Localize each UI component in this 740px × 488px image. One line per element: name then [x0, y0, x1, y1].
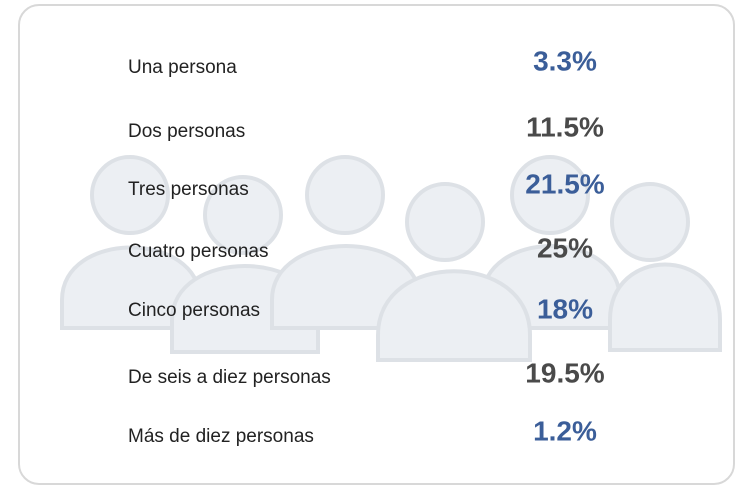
row-label: Cuatro personas — [128, 241, 268, 262]
row-label: Más de diez personas — [128, 426, 314, 447]
row-value: 21.5% — [525, 168, 604, 199]
person-body — [608, 262, 722, 352]
row-label: Dos personas — [128, 121, 245, 142]
row-value: 1.2% — [533, 415, 597, 446]
row-value: 11.5% — [526, 111, 604, 142]
people-illustration — [60, 155, 722, 362]
row-label: Una persona — [128, 57, 237, 78]
row-value: 18% — [537, 293, 593, 324]
row-label: Tres personas — [128, 179, 249, 200]
card — [18, 4, 735, 485]
person-head — [203, 175, 283, 255]
row-value: 25% — [537, 232, 593, 263]
person-head — [405, 182, 485, 262]
person-head — [510, 155, 590, 235]
row-value: 3.3% — [533, 45, 597, 76]
person-head — [610, 182, 690, 262]
person-head — [305, 155, 385, 235]
person-head — [90, 155, 170, 235]
row-value: 19.5% — [525, 357, 604, 388]
row-label: Cinco personas — [128, 300, 260, 321]
person-body — [376, 269, 532, 362]
row-label: De seis a diez personas — [128, 367, 331, 388]
